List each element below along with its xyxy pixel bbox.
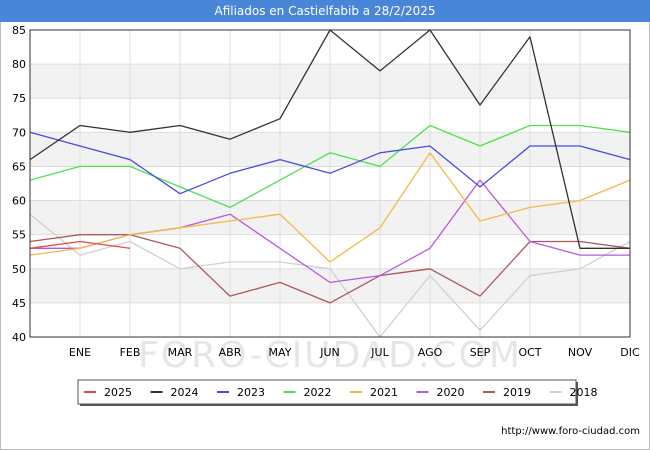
y-tick-label: 85	[12, 24, 26, 37]
series-line-2022	[29, 124, 631, 209]
x-tick-label: MAY	[269, 346, 292, 359]
legend-label-2019: 2019	[503, 386, 531, 399]
x-tick-label: MAR	[168, 346, 193, 359]
y-tick-label: 55	[12, 229, 26, 242]
x-tick-label: ENE	[69, 346, 91, 359]
x-tick-label: JUN	[319, 346, 340, 359]
x-tick-label: JUL	[370, 346, 389, 359]
x-axis-ticks: ENE FEB MAR ABR MAY JUN JUL AGO SEP OCT NOV DIC	[69, 346, 640, 359]
x-tick-label: NOV	[568, 346, 593, 359]
series-line-2023	[29, 131, 631, 195]
series-line-2018	[29, 213, 631, 338]
x-tick-label: OCT	[518, 346, 541, 359]
plot-border	[29, 29, 631, 338]
chart-title: Afiliados en Castielfabib a 28/2/2025	[0, 0, 650, 22]
y-tick-label: 50	[12, 263, 26, 276]
legend-label-2025: 2025	[104, 386, 132, 399]
legend-label-2024: 2024	[171, 386, 199, 399]
x-tick-label: ABR	[219, 346, 242, 359]
y-axis-ticks: 40 45 50 55 60 65 70 75 80 85	[12, 24, 26, 344]
x-tick-label: FEB	[120, 346, 141, 359]
legend: 2025 2024 2023 2022 2021 2020 2019 2018	[77, 379, 598, 406]
y-tick-label: 80	[12, 58, 26, 71]
legend-label-2022: 2022	[304, 386, 332, 399]
y-tick-label: 65	[12, 160, 26, 173]
x-tick-label: DIC	[620, 346, 640, 359]
y-tick-label: 45	[12, 297, 26, 310]
y-tick-label: 60	[12, 195, 26, 208]
y-tick-label: 40	[12, 331, 26, 344]
x-tick-label: SEP	[470, 346, 491, 359]
series-line-2025	[29, 240, 131, 249]
y-tick-label: 75	[12, 92, 26, 105]
legend-label-2020: 2020	[437, 386, 465, 399]
y-tick-label: 70	[12, 126, 26, 139]
legend-label-2023: 2023	[237, 386, 265, 399]
source-url[interactable]: http://www.foro-ciudad.com	[501, 426, 640, 437]
legend-label-2021: 2021	[370, 386, 398, 399]
series-line-2021	[29, 152, 631, 263]
legend-label-2018: 2018	[570, 386, 598, 399]
x-tick-label: AGO	[418, 346, 443, 359]
series-lines	[29, 29, 631, 338]
watermark: FORO-CIUDAD.COM	[138, 335, 522, 376]
